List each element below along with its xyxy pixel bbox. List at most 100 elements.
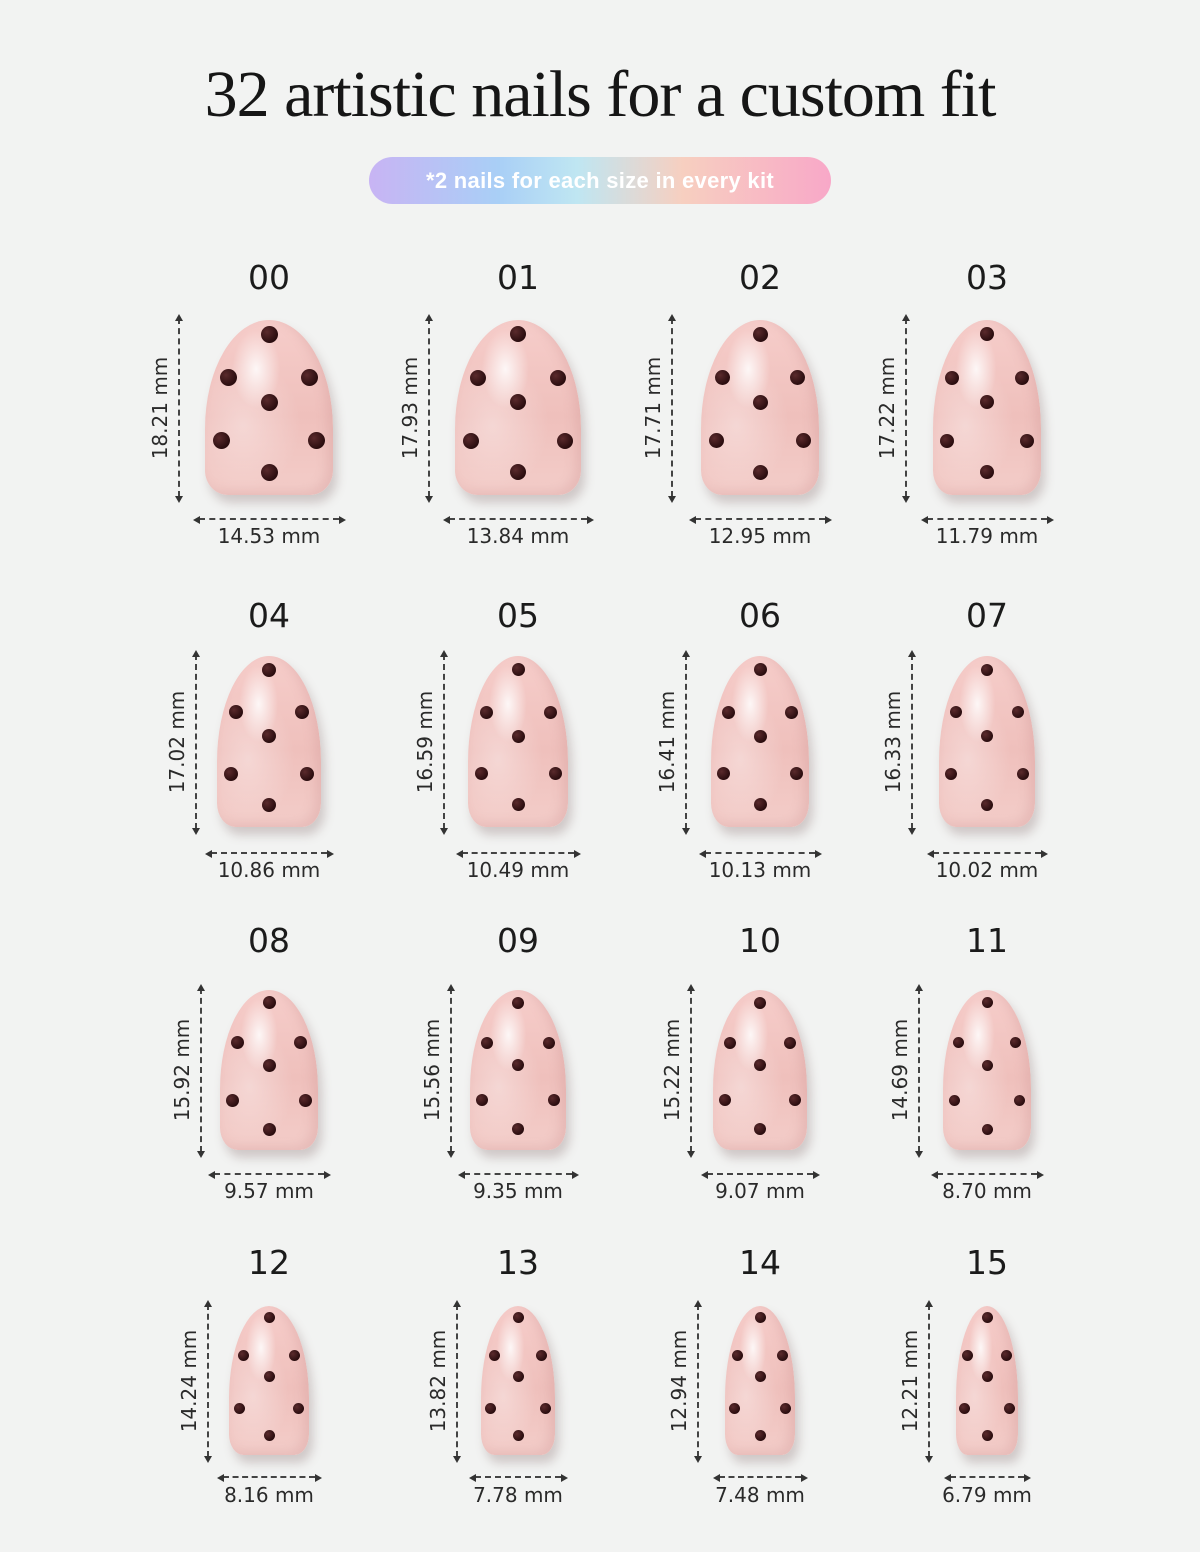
polka-dot [512, 1123, 524, 1136]
polka-dot [1014, 370, 1029, 385]
nail-length-label: 12.94 mm [667, 1329, 691, 1432]
length-dimension-line [200, 988, 202, 1152]
polka-dot [753, 729, 767, 743]
polka-dot [479, 705, 493, 719]
arrow-up-icon [908, 650, 916, 657]
nail-width-label: 13.84 mm [466, 524, 570, 548]
polka-dot [536, 1349, 548, 1361]
polka-dot [262, 797, 276, 812]
nail-length-label: 16.41 mm [655, 690, 679, 793]
polka-dot [510, 464, 526, 481]
arrow-left-icon [927, 850, 934, 858]
arrow-right-icon [561, 1474, 568, 1482]
nail-width-label: 6.79 mm [942, 1483, 1032, 1507]
arrow-left-icon [944, 1474, 951, 1482]
polka-dot [262, 996, 276, 1010]
polka-dot [512, 1059, 524, 1072]
polka-dot [263, 1312, 275, 1324]
arrow-down-icon [447, 1151, 455, 1158]
arrow-left-icon [205, 850, 212, 858]
polka-dot [958, 1403, 970, 1415]
polka-dot [981, 1370, 993, 1382]
length-dimension-line [671, 318, 673, 497]
arrow-up-icon [694, 1300, 702, 1307]
polka-dot [463, 432, 480, 449]
nail-size-label: 01 [497, 258, 539, 297]
polka-dot [548, 767, 562, 781]
arrow-right-icon [813, 1171, 820, 1179]
polka-dot [476, 1094, 489, 1107]
polka-dot [754, 996, 766, 1009]
polka-dot [233, 1403, 245, 1415]
polka-dot [512, 1312, 524, 1324]
arrow-up-icon [687, 984, 695, 991]
polka-dot [980, 465, 994, 480]
arrow-left-icon [193, 516, 200, 524]
arrow-right-icon [1047, 516, 1054, 524]
arrow-up-icon [925, 1300, 933, 1307]
polka-dot [542, 1036, 555, 1049]
polka-dot [262, 729, 276, 744]
polka-dot [1001, 1349, 1013, 1361]
nail-size-label: 06 [739, 596, 781, 635]
polka-dot [752, 464, 768, 480]
polka-dot [752, 394, 768, 410]
width-dimension-line [199, 518, 339, 520]
nail-length-label: 15.92 mm [170, 1018, 194, 1122]
polka-dot [754, 1312, 766, 1324]
arrow-right-icon [315, 1474, 322, 1482]
width-dimension-line [719, 1476, 801, 1478]
polka-dot [732, 1349, 744, 1361]
length-dimension-line [911, 654, 913, 829]
polka-dot [752, 326, 768, 342]
length-dimension-line [428, 318, 430, 497]
nail-size-label: 13 [497, 1243, 539, 1282]
polka-dot [981, 798, 993, 811]
polka-dot [1009, 1037, 1021, 1049]
nail-width-label: 8.70 mm [942, 1179, 1032, 1203]
polka-dot [262, 1058, 276, 1072]
arrow-down-icon [192, 828, 200, 835]
nail-size-label: 10 [739, 921, 781, 960]
arrow-left-icon [689, 516, 696, 524]
arrow-up-icon [902, 314, 910, 321]
polka-dot [512, 996, 524, 1009]
polka-dot [714, 370, 730, 386]
nail-size-label: 05 [497, 596, 539, 635]
polka-dot [260, 393, 278, 411]
nail-length-label: 18.21 mm [148, 356, 172, 459]
nail-length-label: 15.22 mm [660, 1018, 684, 1122]
arrow-down-icon [197, 1151, 205, 1158]
width-dimension-line [214, 1173, 324, 1175]
polka-dot [213, 432, 231, 450]
arrow-left-icon [208, 1171, 215, 1179]
polka-dot [293, 1403, 305, 1415]
polka-dot [945, 767, 958, 780]
polka-dot [298, 1093, 312, 1107]
length-dimension-line [178, 318, 180, 497]
arrow-right-icon [574, 850, 581, 858]
arrow-down-icon [925, 1456, 933, 1463]
width-dimension-line [695, 518, 825, 520]
width-dimension-line [705, 852, 815, 854]
polka-dot [788, 1094, 801, 1107]
width-dimension-line [223, 1476, 315, 1478]
length-dimension-line [928, 1304, 930, 1457]
polka-dot [981, 663, 993, 676]
polka-dot [485, 1403, 497, 1415]
length-dimension-line [905, 318, 907, 497]
polka-dot [728, 1403, 740, 1415]
polka-dot [708, 433, 724, 449]
arrow-right-icon [1024, 1474, 1031, 1482]
nail-length-label: 14.69 mm [888, 1018, 912, 1122]
arrow-right-icon [327, 850, 334, 858]
arrow-left-icon [931, 1171, 938, 1179]
arrow-right-icon [324, 1171, 331, 1179]
polka-dot [784, 1036, 797, 1049]
polka-dot [961, 1349, 973, 1361]
arrow-down-icon [682, 828, 690, 835]
polka-dot [754, 1370, 766, 1382]
arrow-up-icon [668, 314, 676, 321]
nail-length-label: 13.82 mm [426, 1329, 450, 1432]
nail-width-label: 10.02 mm [935, 858, 1039, 882]
